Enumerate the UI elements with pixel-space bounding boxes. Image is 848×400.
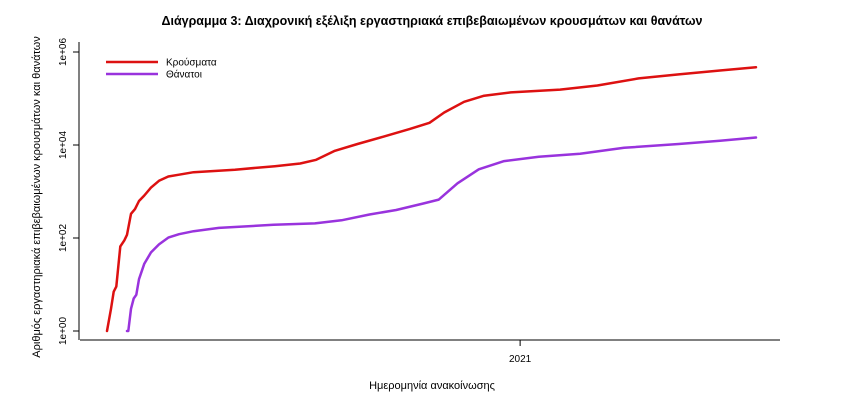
legend-label: Θάνατοι xyxy=(166,69,202,81)
plot-area xyxy=(105,65,758,333)
y-axis-label: Αριθμός εργαστηριακά επιβεβαιωμένων κρου… xyxy=(31,36,43,358)
y-tick-label: 1e+04 xyxy=(58,131,69,160)
x-tick-label: 2021 xyxy=(509,354,532,365)
legend-label: Κρούσματα xyxy=(166,57,217,69)
x-axis-label: Ημερομηνία ανακοίνωσης xyxy=(369,380,495,392)
series-line-1 xyxy=(125,136,758,333)
series-line-0 xyxy=(105,65,758,333)
chart-title: Διάγραμμα 3: Διαχρονική εξέλιξη εργαστηρ… xyxy=(161,14,702,28)
y-tick-label: 1e+06 xyxy=(58,38,69,67)
x-axis-ticks: 2021 xyxy=(509,340,532,365)
y-tick-label: 1e+00 xyxy=(58,317,69,346)
y-tick-label: 1e+02 xyxy=(58,224,69,253)
y-axis-ticks: 1e+00 1e+02 1e+04 1e+06 xyxy=(58,38,79,346)
